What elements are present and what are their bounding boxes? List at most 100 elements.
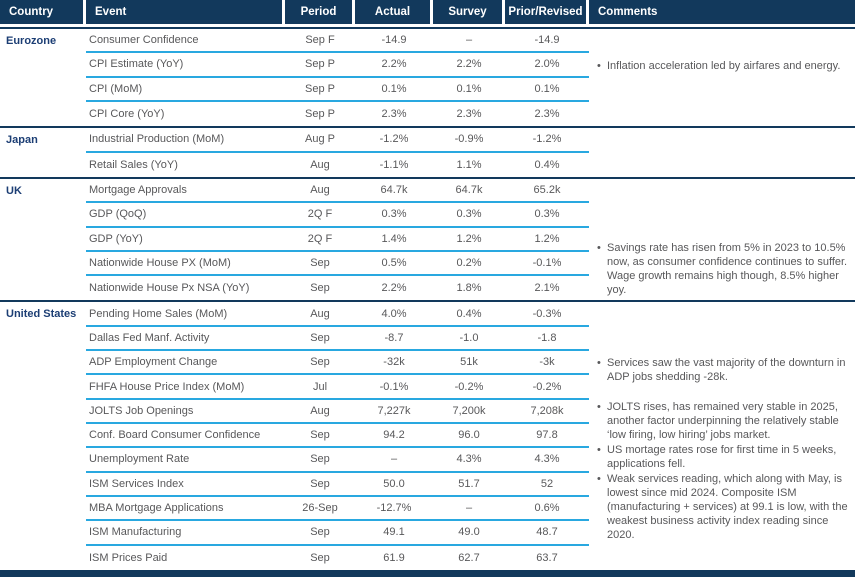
prior-revised-cell: 52: [540, 477, 554, 490]
survey-cell: 0.4%: [456, 307, 482, 320]
event-cell: Industrial Production (MoM): [89, 133, 225, 146]
prior-revised-cell: -1.8: [537, 331, 557, 344]
prior-revised-cell: -3k: [539, 356, 555, 369]
survey-cell: 62.7: [458, 551, 480, 564]
survey-cell: -0.2%: [454, 380, 484, 393]
survey-cell: 49.0: [458, 526, 480, 539]
comments-column: • Savings rate has risen from 5% in 2023 …: [589, 179, 855, 301]
table-body: Eurozone Consumer Confidence Sep F -14.9 – -1…: [0, 29, 855, 570]
survey-cell: 0.3%: [456, 208, 482, 221]
bullet-icon: •: [597, 473, 601, 486]
event-cell: ISM Services Index: [89, 477, 184, 490]
survey-cell: –: [465, 34, 473, 47]
actual-cell: -1.1%: [379, 158, 409, 171]
bullet-icon: •: [597, 242, 601, 255]
prior-revised-cell: -0.1%: [532, 256, 562, 269]
period-cell: Sep: [310, 526, 330, 539]
period-cell: Sep: [310, 477, 330, 490]
table-row: Consumer Confidence Sep F -14.9 – -14.9: [86, 29, 589, 54]
actual-cell: 49.1: [383, 526, 405, 539]
period-cell: Jul: [312, 380, 328, 393]
actual-cell: 0.5%: [381, 256, 407, 269]
event-cell: FHFA House Price Index (MoM): [89, 380, 245, 393]
survey-cell: 1.1%: [456, 158, 482, 171]
event-cell: ISM Manufacturing: [89, 526, 182, 539]
event-cell: CPI (MoM): [89, 82, 143, 95]
survey-cell: 64.7k: [455, 184, 483, 197]
table-row: Nationwide House Px NSA (YoY) Sep 2.2% 1.8%…: [86, 276, 589, 300]
country-group: Japan Industrial Production (MoM) Aug P -1.…: [0, 126, 855, 177]
comments-column: • Services saw the vast majority of the d…: [589, 302, 855, 569]
country-group: Eurozone Consumer Confidence Sep F -14.9 – -1…: [0, 29, 855, 126]
event-cell: Pending Home Sales (MoM): [89, 307, 228, 320]
comment-item: • Savings rate has risen from 5% in 2023 …: [597, 241, 851, 297]
actual-cell: 50.0: [383, 477, 405, 490]
comments-column: [589, 128, 855, 177]
table-row: FHFA House Price Index (MoM) Jul -0.1% -0.2…: [86, 375, 589, 400]
prior-revised-cell: 4.3%: [534, 453, 560, 466]
bullet-icon: •: [597, 444, 601, 457]
table-row: GDP (QoQ) 2Q F 0.3% 0.3% 0.3%: [86, 203, 589, 228]
col-header-prior-revised: Prior/Revised: [505, 0, 589, 24]
actual-cell: -32k: [383, 356, 405, 369]
bottom-border-bar: [0, 570, 855, 577]
col-header-country: Country: [0, 0, 86, 24]
group-rows: Industrial Production (MoM) Aug P -1.2% -0.…: [86, 128, 589, 177]
col-header-period: Period: [285, 0, 355, 24]
table-row: GDP (YoY) 2Q F 1.4% 1.2% 1.2%: [86, 228, 589, 252]
actual-cell: -12.7%: [376, 502, 412, 515]
survey-cell: 0.2%: [456, 256, 482, 269]
group-rows: Pending Home Sales (MoM) Aug 4.0% 0.4% -0.3%…: [86, 302, 589, 569]
table-row: ADP Employment Change Sep -32k 51k -3k: [86, 351, 589, 376]
period-cell: Sep: [310, 256, 330, 269]
event-cell: Nationwide House Px NSA (YoY): [89, 282, 250, 295]
comment-text: JOLTS rises, has remained very stable in…: [607, 401, 839, 442]
comment-item: • Inflation acceleration led by airfares …: [597, 59, 851, 73]
survey-cell: –: [465, 502, 473, 515]
col-header-event: Event: [86, 0, 285, 24]
period-cell: Sep: [310, 282, 330, 295]
actual-cell: 64.7k: [380, 184, 408, 197]
prior-revised-cell: 7,208k: [530, 404, 564, 417]
event-cell: Unemployment Rate: [89, 453, 190, 466]
period-cell: 2Q F: [307, 208, 333, 221]
event-cell: Consumer Confidence: [89, 34, 199, 47]
table-row: Industrial Production (MoM) Aug P -1.2% -0.…: [86, 128, 589, 153]
prior-revised-cell: 0.3%: [534, 208, 560, 221]
actual-cell: 2.2%: [381, 58, 407, 71]
survey-cell: -1.0: [459, 331, 479, 344]
period-cell: Aug: [310, 404, 330, 417]
country-group: UK Mortgage Approvals Aug 64.7k 64.7k 65.2k GD…: [0, 176, 855, 301]
prior-revised-cell: 2.1%: [534, 282, 560, 295]
survey-cell: -0.9%: [454, 133, 484, 146]
period-cell: 2Q F: [307, 232, 333, 245]
event-cell: MBA Mortgage Applications: [89, 502, 224, 515]
actual-cell: 1.4%: [381, 232, 407, 245]
period-cell: Aug P: [305, 133, 335, 146]
prior-revised-cell: 1.2%: [534, 232, 560, 245]
event-cell: Mortgage Approvals: [89, 184, 187, 197]
comment-item: • Services saw the vast majority of the d…: [597, 356, 851, 384]
actual-cell: -14.9: [381, 34, 407, 47]
actual-cell: 7,227k: [377, 404, 411, 417]
period-cell: Sep P: [305, 82, 335, 95]
header-divider-line: [0, 27, 855, 29]
prior-revised-cell: 0.1%: [534, 82, 560, 95]
col-header-actual: Actual: [355, 0, 433, 24]
period-cell: Aug: [310, 307, 330, 320]
comment-text: US mortage rates rose for first time in …: [607, 444, 837, 471]
table-row: JOLTS Job Openings Aug 7,227k 7,200k 7,208k: [86, 400, 589, 424]
period-cell: Sep P: [305, 108, 335, 121]
period-cell: Sep: [310, 453, 330, 466]
table-header-row: Country Event Period Actual Survey Prior…: [0, 0, 855, 24]
group-rows: Mortgage Approvals Aug 64.7k 64.7k 65.2k GDP …: [86, 179, 589, 301]
survey-cell: 4.3%: [456, 453, 482, 466]
prior-revised-cell: 97.8: [536, 429, 558, 442]
table-row: ISM Prices Paid Sep 61.9 62.7 63.7: [86, 546, 589, 570]
period-cell: Aug: [310, 158, 330, 171]
event-cell: JOLTS Job Openings: [89, 404, 194, 417]
prior-revised-cell: 2.0%: [534, 58, 560, 71]
survey-cell: 1.2%: [456, 232, 482, 245]
prior-revised-cell: 0.6%: [534, 502, 560, 515]
